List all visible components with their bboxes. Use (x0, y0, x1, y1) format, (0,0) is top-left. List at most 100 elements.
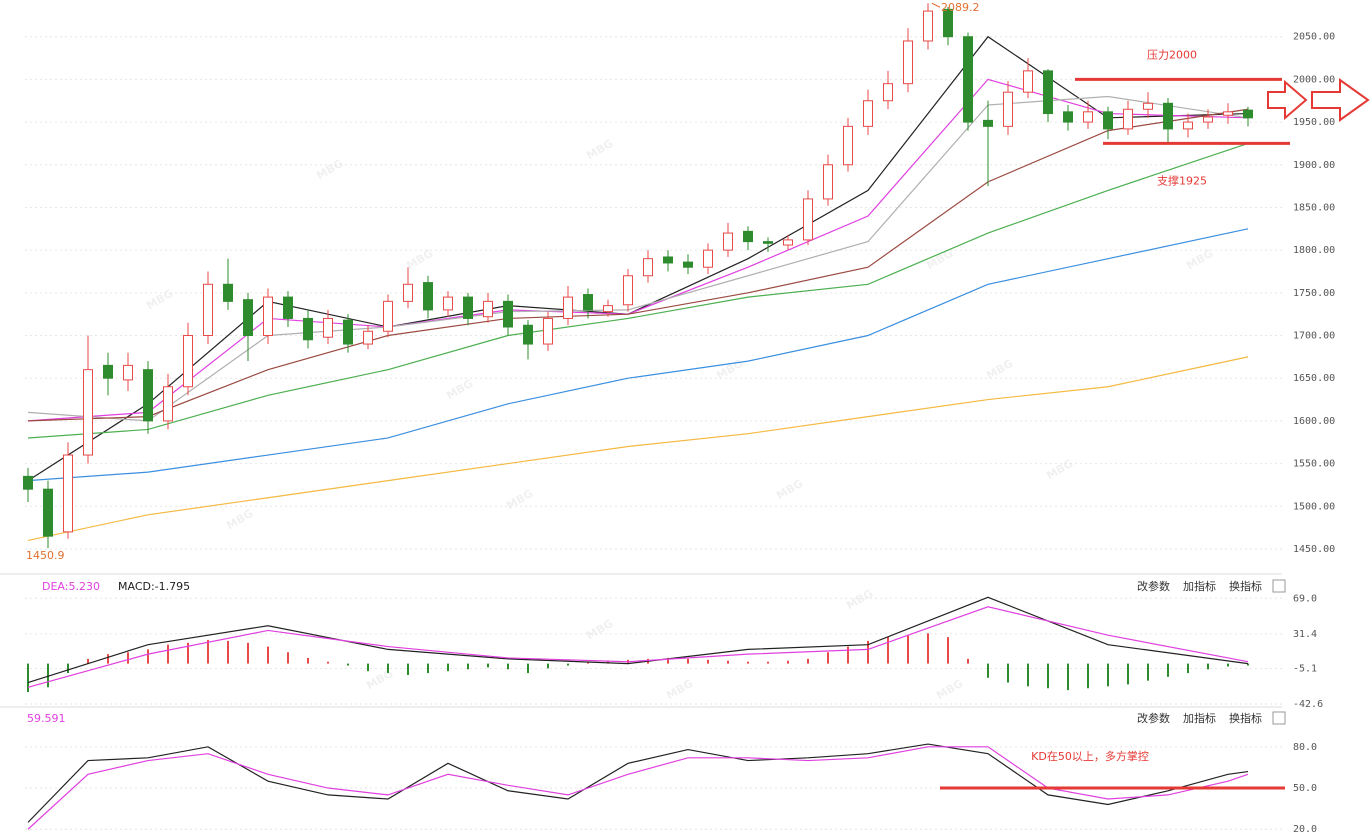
candle-body (723, 232, 733, 251)
candle-body (683, 261, 693, 268)
y-tick-label: -5.1 (1293, 663, 1317, 674)
y-tick-label: 50.0 (1293, 783, 1317, 794)
indicator-button[interactable]: 加指标 (1183, 711, 1216, 725)
candle-body (1163, 102, 1173, 130)
candle-body (1243, 109, 1253, 119)
watermark: MBG (404, 247, 435, 272)
candle-body (743, 230, 753, 243)
candle-body (203, 283, 213, 337)
y-tick-label: 20.0 (1293, 824, 1317, 835)
annotation-text: 压力2000 (1147, 48, 1197, 61)
y-tick-label: 1900.00 (1293, 160, 1335, 171)
y-tick-label: 1750.00 (1293, 288, 1335, 299)
indicator-button[interactable]: 改参数 (1137, 579, 1170, 593)
y-tick-label: 1850.00 (1293, 202, 1335, 213)
y-tick-label: 1950.00 (1293, 117, 1335, 128)
candle-body (123, 364, 133, 381)
indicator-line (27, 606, 1249, 688)
indicator-button[interactable]: 改参数 (1137, 711, 1170, 725)
high-label: 2089.2 (941, 1, 980, 14)
candle-body (603, 305, 613, 313)
candle-body (1083, 111, 1093, 123)
watermark: MBG (924, 247, 955, 272)
arrow-icon (1267, 79, 1308, 121)
candle-body (223, 283, 233, 302)
watermark: MBG (504, 487, 535, 512)
indicator-button[interactable]: 换指标 (1229, 711, 1262, 725)
indicator-line (27, 95, 1249, 422)
y-tick-label: 69.0 (1293, 593, 1317, 604)
close-box[interactable] (1272, 711, 1286, 725)
candle-body (483, 300, 493, 318)
candle-body (523, 324, 533, 345)
annotation-text: KD在50以上，多方掌控 (1031, 749, 1149, 763)
candle-body (1183, 121, 1193, 130)
candle-body (303, 317, 313, 341)
candle-body (243, 299, 253, 337)
candle-body (763, 241, 773, 244)
annotation-text: 支撑1925 (1157, 173, 1207, 187)
candle-body (403, 283, 413, 302)
candle-body (863, 100, 873, 127)
candle-body (1123, 108, 1133, 130)
candle-body (1043, 70, 1053, 115)
candle-body (803, 198, 813, 241)
candle-body (423, 282, 433, 311)
watermark: MBG (444, 377, 475, 402)
candle-body (43, 488, 53, 537)
watermarks: MBG MBG MBG MBG MBG MBG MBG MBG MBG MBG MBG MBG MBG M… (144, 137, 1215, 702)
candle-body (1063, 111, 1073, 123)
watermark: MBG (144, 287, 175, 312)
dea-label: DEA:5.230 (42, 580, 100, 593)
y-tick-label: 1450.00 (1293, 544, 1335, 555)
y-tick-label: 1550.00 (1293, 459, 1335, 470)
indicator-button[interactable]: 换指标 (1229, 579, 1262, 593)
watermark: MBG (314, 157, 345, 182)
watermark: MBG (664, 677, 695, 702)
watermark: MBG (224, 507, 255, 532)
candle-body (363, 330, 373, 345)
y-tick-label: 1700.00 (1293, 331, 1335, 342)
watermark: MBG (934, 677, 965, 702)
candle-body (63, 454, 73, 533)
indicator-line (27, 108, 1249, 422)
candle-body (283, 296, 293, 319)
candle-body (383, 300, 393, 332)
candle-body (823, 164, 833, 200)
candle-body (963, 36, 973, 123)
indicator-line (27, 228, 1249, 482)
candle-body (1143, 102, 1153, 110)
y-tick-label: 1500.00 (1293, 501, 1335, 512)
k-label: 59.591 (27, 712, 66, 725)
indicator-line (27, 142, 1249, 439)
candle-body (703, 249, 713, 268)
indicator-line (27, 35, 1249, 482)
candle-body (23, 475, 33, 490)
y-tick-label: 80.0 (1293, 742, 1317, 753)
candle-body (943, 8, 953, 38)
indicator-button[interactable]: 加指标 (1183, 579, 1216, 593)
candle-body (263, 296, 273, 337)
watermark: MBG (774, 477, 805, 502)
macd-label: MACD:-1.795 (118, 580, 190, 593)
candle-body (443, 296, 453, 311)
watermark: MBG (844, 587, 875, 612)
candle-body (143, 369, 153, 422)
close-box[interactable] (1272, 579, 1286, 593)
indicator-line (27, 356, 1249, 541)
indicator-line (27, 746, 1249, 830)
y-tick-label: 2000.00 (1293, 74, 1335, 85)
candle-body (1223, 111, 1233, 116)
candle-body (543, 317, 553, 345)
candle-body (323, 317, 333, 338)
candle-body (163, 386, 173, 422)
watermark: MBG (584, 617, 615, 642)
candle-body (623, 275, 633, 306)
y-tick-label: 1650.00 (1293, 373, 1335, 384)
y-tick-label: -42.6 (1293, 699, 1323, 710)
candle-body (843, 125, 853, 166)
candle-body (883, 83, 893, 102)
watermark: MBG (584, 137, 615, 162)
